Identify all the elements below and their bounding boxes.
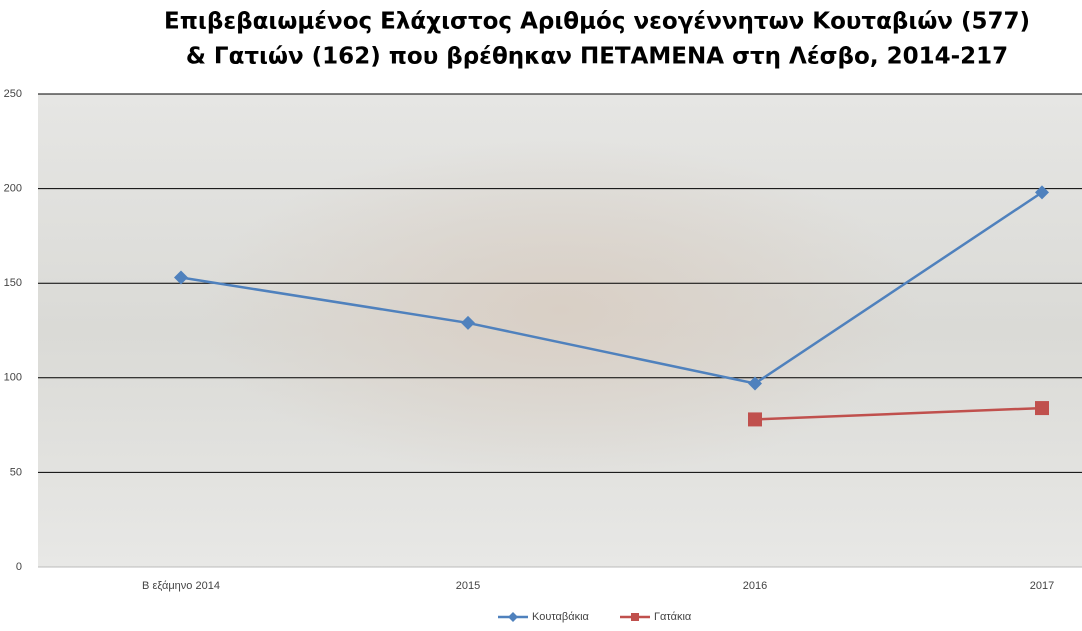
y-tick-label: 100 (4, 372, 22, 384)
legend-marker (508, 612, 518, 622)
series-line (180, 191, 1043, 385)
legend-marker (631, 613, 639, 621)
marker (748, 412, 762, 427)
background-photo (200, 140, 920, 480)
y-tick-label: 0 (16, 561, 22, 573)
x-tick-label: Β εξάμηνο 2014 (142, 580, 220, 592)
y-tick-label: 200 (4, 183, 22, 195)
series-line (754, 406, 1043, 421)
marker (174, 270, 188, 285)
y-tick-label: 50 (10, 466, 22, 478)
marker (748, 376, 762, 391)
legend-label: Κουταβάκια (532, 611, 590, 623)
legend-label: Γατάκια (654, 611, 692, 623)
x-tick-label: 2016 (743, 580, 767, 592)
x-tick-label: 2015 (456, 580, 480, 592)
chart-title: Επιβεβαιωμένος Ελάχιστος Αριθμός νεογένν… (164, 9, 1030, 35)
marker (1035, 401, 1049, 416)
y-tick-label: 150 (4, 277, 22, 289)
y-tick-label: 250 (4, 88, 22, 100)
marker (1035, 185, 1049, 200)
marker (461, 315, 475, 330)
chart-title: & Γατιών (162) που βρέθηκαν ΠΕΤΑΜΕΝΑ στη… (186, 44, 1008, 70)
x-tick-label: 2017 (1030, 580, 1054, 592)
